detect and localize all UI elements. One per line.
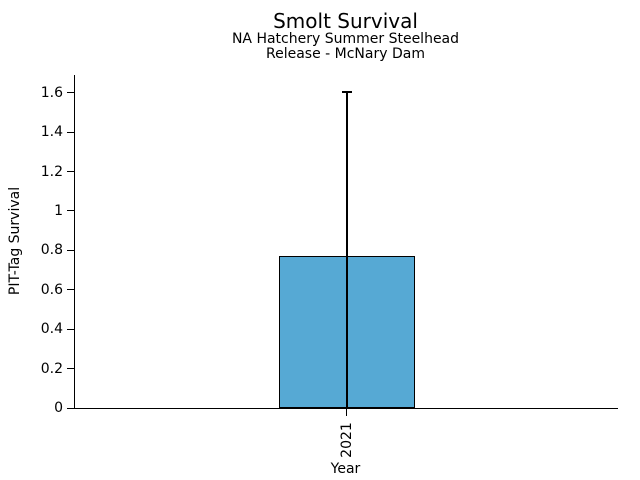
plot-area: 0 0.2 0.4 0.6 0.8 1 1.2 1.4 1.6 2021 bbox=[41, 75, 618, 458]
y-tick-mark bbox=[67, 328, 74, 330]
y-tick-label: 1.6 bbox=[40, 84, 63, 101]
error-bar-cap bbox=[341, 91, 352, 93]
y-tick-label: 0.4 bbox=[40, 321, 63, 338]
y-tick-label: 0.2 bbox=[40, 360, 63, 377]
chart-title: Smolt Survival bbox=[273, 9, 418, 33]
y-tick-label: 1.4 bbox=[40, 124, 63, 141]
y-tick-mark bbox=[67, 171, 74, 173]
x-axis-label: Year bbox=[330, 461, 361, 477]
y-tick-mark bbox=[67, 210, 74, 212]
y-tick-label: 0.8 bbox=[40, 242, 63, 259]
x-tick-mark bbox=[346, 408, 347, 416]
y-tick-label: 0.6 bbox=[40, 281, 63, 298]
y-tick-label: 1 bbox=[54, 202, 63, 219]
error-bar-line bbox=[345, 91, 348, 408]
y-tick-label: 1.2 bbox=[40, 163, 63, 180]
y-tick-mark bbox=[67, 289, 74, 291]
x-tick-label: 2021 bbox=[338, 422, 355, 458]
y-tick-mark bbox=[67, 131, 74, 133]
y-tick-mark bbox=[67, 407, 74, 409]
y-tick-label: 0 bbox=[54, 400, 63, 416]
y-axis-label: PIT-Tag Survival bbox=[7, 186, 23, 296]
y-tick-mark bbox=[67, 368, 74, 370]
y-tick-mark bbox=[67, 249, 74, 251]
chart-subtitle-line1: NA Hatchery Summer Steelhead bbox=[231, 31, 460, 47]
y-tick-mark bbox=[67, 92, 74, 94]
chart-subtitle-line2: Release - McNary Dam bbox=[266, 46, 425, 62]
